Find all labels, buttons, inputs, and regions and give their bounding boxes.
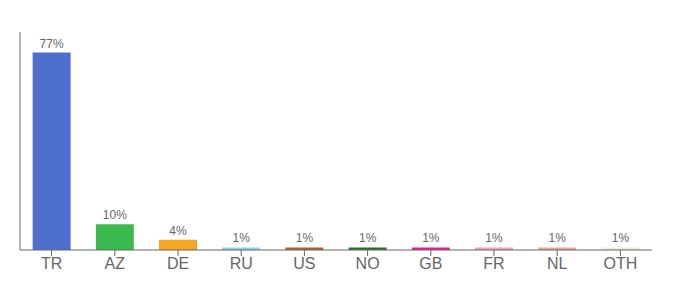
svg-text:GB: GB	[419, 255, 442, 272]
svg-text:1%: 1%	[422, 231, 440, 245]
svg-text:TR: TR	[41, 255, 62, 272]
svg-text:4%: 4%	[169, 224, 187, 238]
svg-text:DE: DE	[167, 255, 189, 272]
svg-text:1%: 1%	[233, 231, 251, 245]
svg-text:1%: 1%	[549, 231, 567, 245]
svg-text:FR: FR	[483, 255, 504, 272]
svg-text:NO: NO	[356, 255, 380, 272]
svg-text:AZ: AZ	[105, 255, 126, 272]
svg-text:10%: 10%	[103, 208, 127, 222]
svg-text:OTH: OTH	[604, 255, 638, 272]
svg-text:1%: 1%	[359, 231, 377, 245]
svg-text:US: US	[293, 255, 315, 272]
svg-text:1%: 1%	[296, 231, 314, 245]
svg-text:RU: RU	[230, 255, 253, 272]
svg-text:1%: 1%	[612, 231, 630, 245]
svg-text:77%: 77%	[40, 37, 64, 51]
svg-text:1%: 1%	[485, 231, 503, 245]
svg-text:NL: NL	[547, 255, 568, 272]
